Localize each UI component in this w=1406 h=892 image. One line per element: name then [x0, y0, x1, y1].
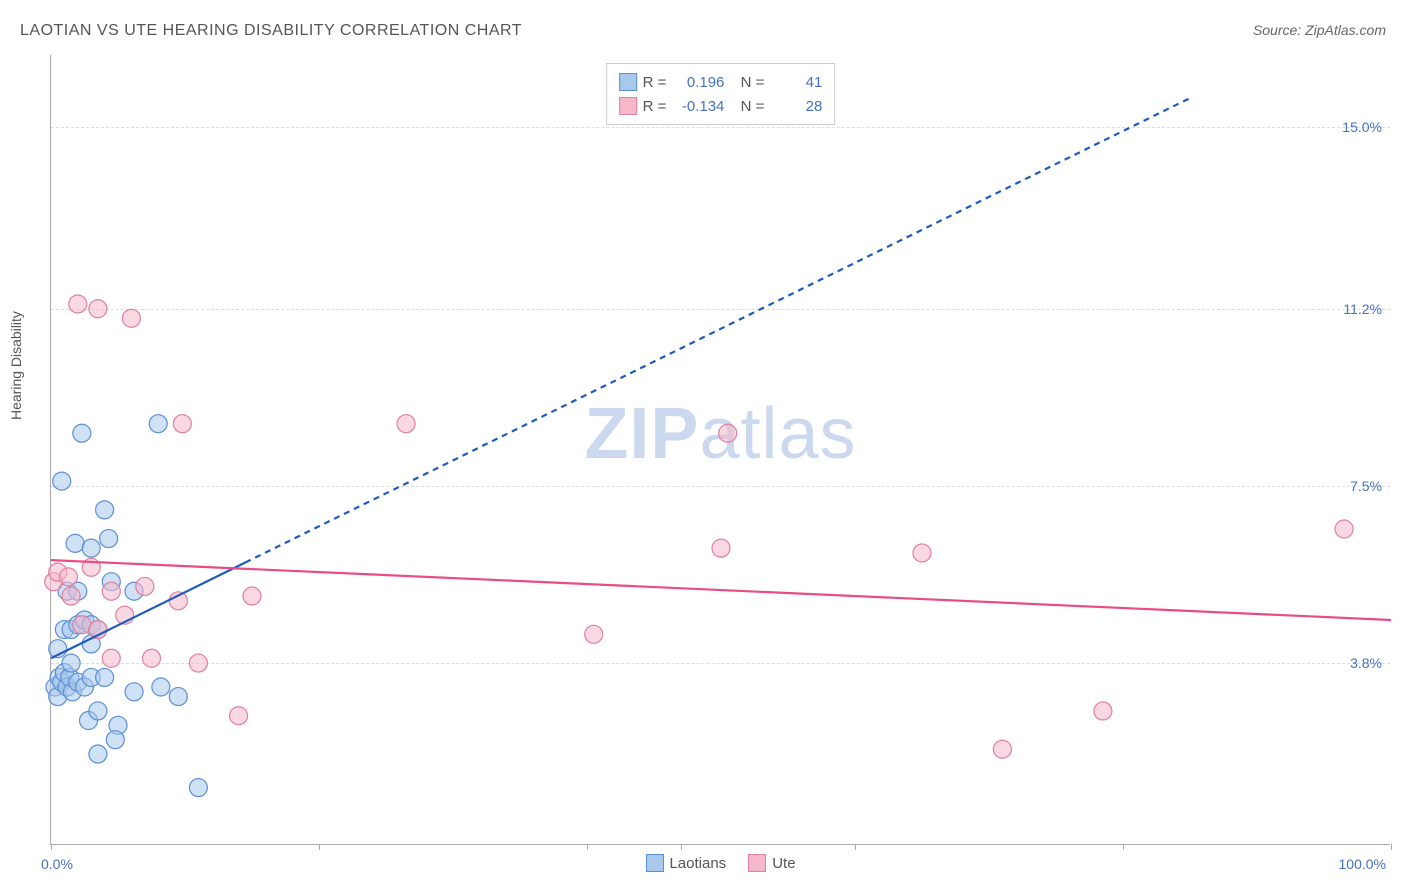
y-axis-label: Hearing Disability	[8, 311, 24, 420]
x-axis-max-label: 100.0%	[1339, 856, 1386, 872]
bottom-legend-item-laotians: Laotians	[645, 854, 726, 872]
scatter-plot-svg	[51, 55, 1390, 844]
x-tick	[1391, 844, 1392, 850]
bottom-label-laotians: Laotians	[669, 855, 726, 872]
x-tick	[1123, 844, 1124, 850]
legend-row-ute: R = -0.134 N = 28	[619, 94, 823, 118]
n-label: N =	[741, 98, 765, 115]
n-label: N =	[741, 74, 765, 91]
x-tick	[587, 844, 588, 850]
x-tick	[681, 844, 682, 850]
chart-title: LAOTIAN VS UTE HEARING DISABILITY CORREL…	[20, 22, 522, 40]
r-label: R =	[643, 74, 667, 91]
bottom-swatch-ute	[748, 854, 766, 872]
bottom-legend: Laotians Ute	[645, 854, 795, 872]
r-value-ute: -0.134	[672, 98, 724, 115]
r-label: R =	[643, 98, 667, 115]
bottom-label-ute: Ute	[772, 855, 795, 872]
n-value-ute: 28	[770, 98, 822, 115]
x-axis-min-label: 0.0%	[41, 856, 73, 872]
source-attribution: Source: ZipAtlas.com	[1253, 22, 1386, 38]
bottom-legend-item-ute: Ute	[748, 854, 795, 872]
correlation-legend-box: R = 0.196 N = 41 R = -0.134 N = 28	[606, 63, 836, 125]
bottom-swatch-laotians	[645, 854, 663, 872]
legend-swatch-laotians	[619, 73, 637, 91]
x-tick	[319, 844, 320, 850]
r-value-laotians: 0.196	[672, 74, 724, 91]
legend-swatch-ute	[619, 97, 637, 115]
plot-area: ZIPatlas 3.8%7.5%11.2%15.0% 0.0% 100.0% …	[50, 55, 1390, 845]
x-tick	[51, 844, 52, 850]
legend-row-laotians: R = 0.196 N = 41	[619, 70, 823, 94]
n-value-laotians: 41	[770, 74, 822, 91]
x-tick	[855, 844, 856, 850]
